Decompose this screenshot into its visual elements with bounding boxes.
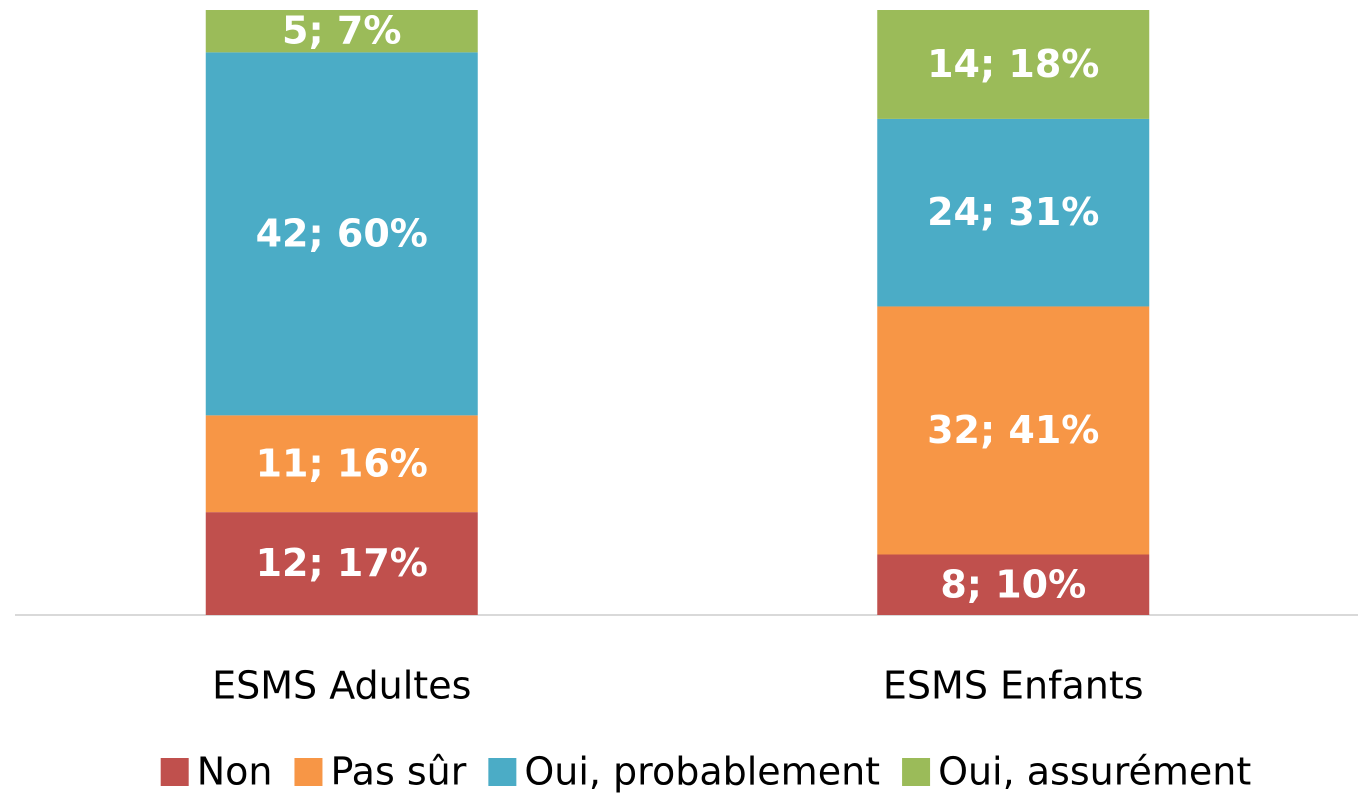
legend-label: Non [197,750,273,794]
legend-label: Oui, probablement [524,750,880,794]
bar-segment [205,512,478,615]
data-label: 32; 41% [927,408,1099,452]
bar-segment [877,306,1150,555]
data-label: 12; 17% [256,541,428,585]
legend-swatch [488,758,517,786]
bar-segment [205,52,478,416]
legend-label: Oui, assurément [938,750,1251,794]
data-label: 24; 31% [927,190,1099,234]
legend-swatch [902,758,931,786]
data-label: 14; 18% [927,42,1099,86]
bar-segment [205,10,478,53]
data-label: 8; 10% [940,562,1086,606]
legend-label: Pas sûr [330,750,466,794]
data-label: 42; 60% [256,211,428,255]
bar-segment [877,10,1150,119]
x-tick-label: ESMS Adultes [212,664,471,708]
data-label: 5; 7% [282,9,401,53]
legend-swatch [294,758,323,786]
bar-segment [205,415,478,513]
data-label: 11; 16% [256,441,428,485]
x-tick-label: ESMS Enfants [883,664,1144,708]
bar-segment [877,554,1150,615]
bar-segment [877,118,1150,307]
legend-swatch [160,758,189,786]
